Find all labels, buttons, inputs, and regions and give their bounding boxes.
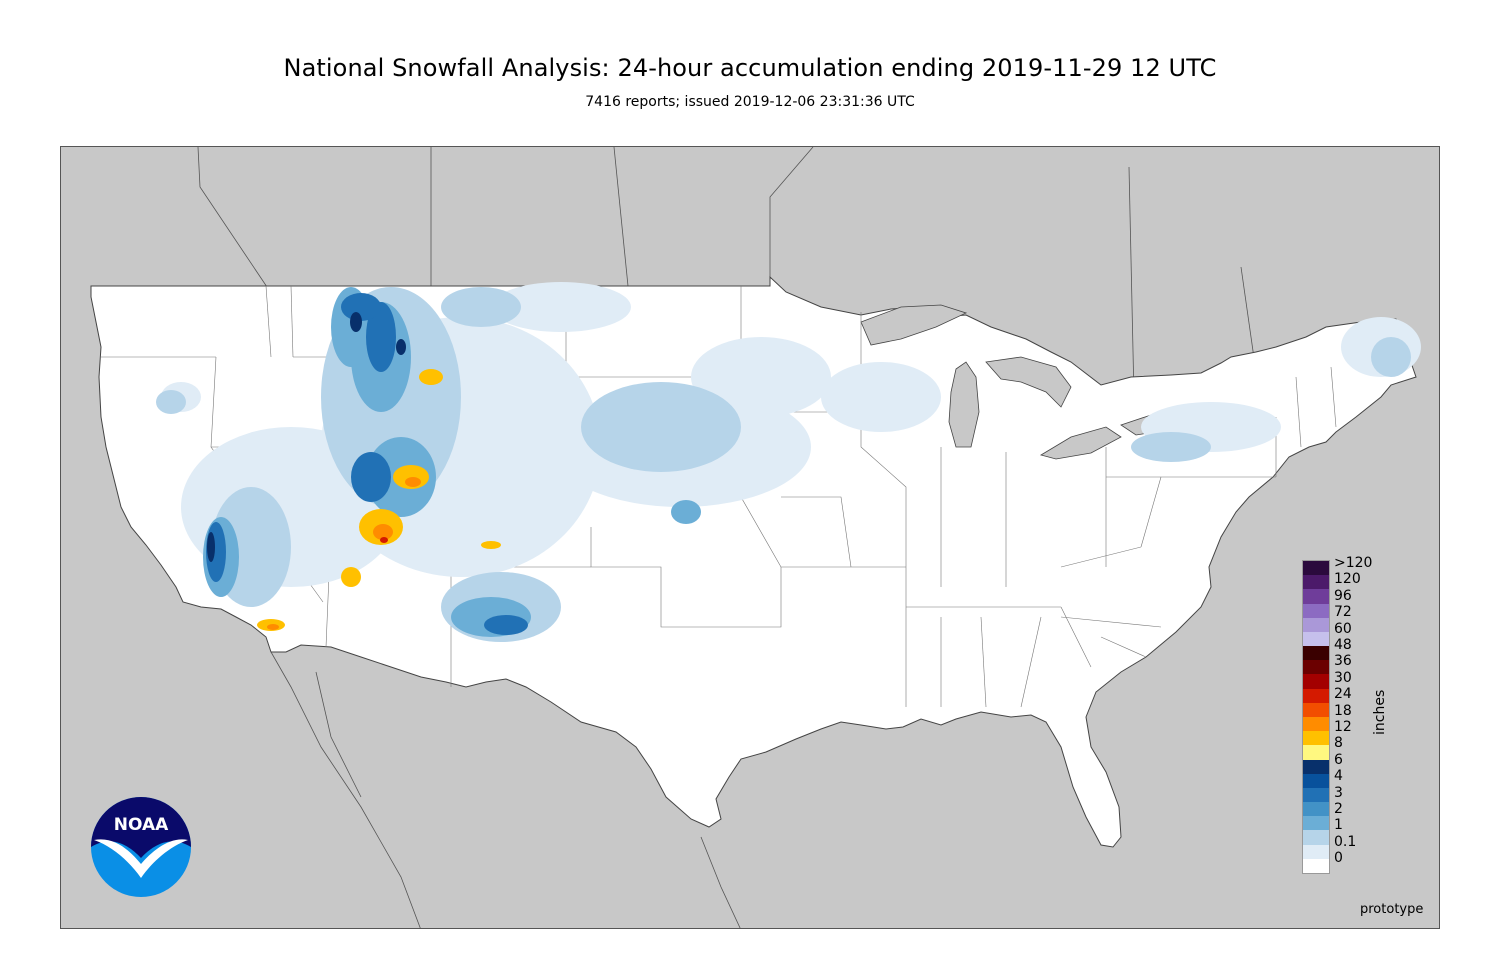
legend-swatch (1303, 617, 1329, 633)
legend-swatch (1303, 561, 1329, 576)
legend-swatch (1303, 745, 1329, 761)
legend-tick-label: 3 (1334, 784, 1343, 801)
legend-tick-label: 60 (1334, 620, 1352, 637)
legend-tick-label: 96 (1334, 587, 1352, 604)
prototype-label: prototype (1360, 902, 1424, 917)
legend-swatch (1303, 674, 1329, 690)
legend-swatch (1303, 646, 1329, 661)
legend-swatch (1303, 858, 1329, 874)
legend-tick-label: >120 (1334, 555, 1373, 571)
snowfall-map (60, 146, 1440, 929)
map-canvas (90, 147, 1421, 928)
legend-swatch (1303, 830, 1329, 846)
legend-swatch (1303, 589, 1329, 605)
legend-tick-label: 72 (1334, 604, 1352, 621)
legend-swatch (1303, 688, 1329, 704)
legend-tick-label: 24 (1334, 686, 1352, 703)
legend-unit-label: inches (1372, 689, 1388, 735)
legend-tick-label: 18 (1334, 702, 1352, 719)
noaa-logo: NOAA (91, 797, 191, 897)
map-subtitle: 7416 reports; issued 2019-12-06 23:31:36… (585, 94, 915, 110)
legend-tick-label: 36 (1334, 653, 1352, 670)
snowfall-field (156, 282, 1421, 642)
legend-swatch (1303, 702, 1329, 718)
legend-tick-label: 4 (1334, 768, 1343, 785)
legend-tick-label: 0.1 (1334, 833, 1357, 850)
legend-swatch (1303, 844, 1329, 860)
legend-swatch (1303, 787, 1329, 803)
legend-tick-label: 1 (1334, 817, 1343, 834)
legend-swatch (1303, 816, 1329, 831)
svg-text:NOAA: NOAA (114, 815, 169, 835)
legend-tick-label: 6 (1334, 751, 1343, 768)
legend-tick-label: 8 (1334, 735, 1343, 752)
legend-swatch (1303, 759, 1329, 775)
legend-swatch (1303, 631, 1329, 647)
legend-tick-label: 12 (1334, 719, 1352, 735)
legend-tick-label: 30 (1334, 669, 1352, 686)
legend-swatch (1303, 717, 1329, 732)
canada-borders (197, 147, 1262, 408)
map-title: National Snowfall Analysis: 24-hour accu… (283, 54, 1217, 82)
legend-tick-label: 2 (1334, 801, 1343, 817)
legend-swatch (1303, 802, 1329, 817)
legend-tick-label: 48 (1334, 637, 1352, 653)
legend-swatch (1303, 731, 1329, 746)
legend-swatch (1303, 660, 1329, 675)
legend-colorbar (1302, 560, 1330, 874)
mexico-coast (270, 651, 741, 928)
legend-tick-label: 120 (1334, 571, 1361, 588)
legend-swatch (1303, 603, 1329, 619)
legend-swatch (1303, 575, 1329, 590)
legend-tick-label: 0 (1334, 850, 1343, 867)
legend-swatch (1303, 773, 1329, 789)
